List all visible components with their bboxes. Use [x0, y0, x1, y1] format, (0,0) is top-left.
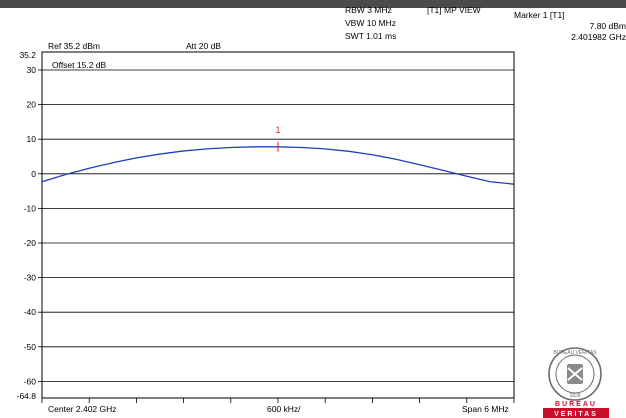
y-tick-label: -20: [24, 238, 37, 248]
y-tick-label: -50: [24, 342, 37, 352]
marker-frequency: 2.401982 GHz: [571, 32, 626, 42]
y-tick-label: 30: [27, 65, 37, 75]
rbw-label: RBW 3 MHz: [345, 5, 392, 15]
offset-label: Offset 15.2 dB: [52, 60, 107, 70]
logo-ring-text: BUREAU VERITAS: [553, 350, 597, 356]
y-tick-label: 0: [31, 169, 36, 179]
logo-brand-line1: BUREAU: [555, 401, 597, 408]
trace-mode-label: [T1] MP VIEW: [427, 5, 481, 15]
span-label: Span 6 MHz: [462, 404, 509, 414]
y-tick-label: 20: [27, 100, 37, 110]
y-tick-label: -60: [24, 376, 37, 386]
marker-level: 7.80 dBm: [589, 21, 626, 31]
marker-title: Marker 1 [T1]: [514, 10, 565, 20]
grid: [41, 51, 515, 399]
trace-series: [41, 146, 515, 185]
y-tick-label: -30: [24, 273, 37, 283]
marker-label: 1: [275, 125, 280, 135]
logo-brand-line2: VERITAS: [554, 411, 598, 418]
division-label: 600 kHz/: [267, 404, 301, 414]
trace-line: [41, 146, 515, 185]
top-bar: [0, 0, 626, 8]
sweep-time-label: SWT 1.01 ms: [345, 31, 397, 41]
attenuation-label: Att 20 dB: [186, 41, 221, 51]
y-tick-label: -64.8: [17, 391, 37, 401]
logo-year: 1828: [569, 393, 580, 399]
ref-level-label: Ref 35.2 dBm: [48, 41, 100, 51]
center-frequency-label: Center 2.402 GHz: [48, 404, 117, 414]
marker-layer: 1: [275, 125, 281, 152]
y-axis: 35.2 30 20 10 0 -10 -20 -30 -40 -50 -60 -64.8: [17, 50, 42, 401]
bureau-veritas-logo: BUREAU VERITAS 1828 BUREAU VERITAS: [543, 347, 609, 418]
y-tick-label: 35.2: [19, 50, 36, 60]
y-tick-label: -10: [24, 203, 37, 213]
plot-frame: [41, 51, 515, 399]
y-tick-label: 10: [27, 134, 37, 144]
x-axis: [41, 398, 515, 403]
y-tick-label: -40: [24, 307, 37, 317]
vbw-label: VBW 10 MHz: [345, 18, 397, 28]
